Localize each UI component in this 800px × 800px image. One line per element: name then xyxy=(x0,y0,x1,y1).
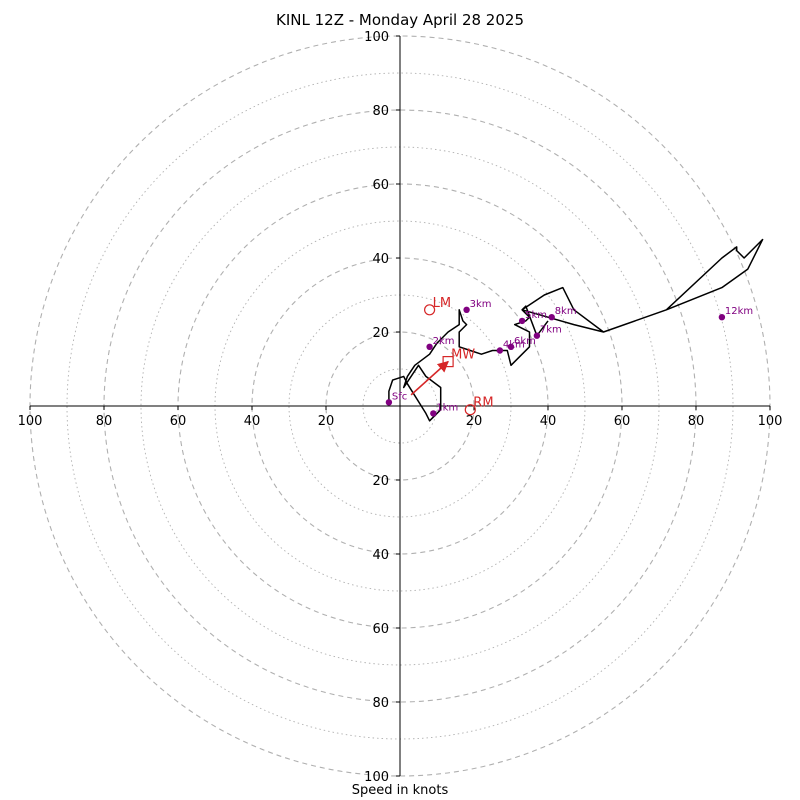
x-axis-label: Speed in knots xyxy=(351,783,449,798)
y-tick-label: 40 xyxy=(372,548,389,563)
height-marker-5km xyxy=(518,317,526,325)
height-label-7km: 7km xyxy=(540,325,562,336)
x-tick-label: 20 xyxy=(318,414,335,429)
height-marker-12km xyxy=(718,314,726,321)
storm-motion-markers: LM MW RM xyxy=(424,296,494,416)
storm-marker-rm xyxy=(464,404,476,416)
hodograph-line xyxy=(388,238,764,422)
shear-vector xyxy=(410,360,449,396)
tick-labels: 20 20 20 20 40 40 40 40 60 60 60 60 80 80 80 80 100 100 10… xyxy=(18,30,783,785)
axes xyxy=(30,36,770,776)
x-tick-label: 20 xyxy=(466,414,483,429)
y-tick-label: 40 xyxy=(372,252,389,267)
y-tick-label: 80 xyxy=(372,696,389,711)
chart-title: KINL 12Z - Monday April 28 2025 xyxy=(276,11,524,29)
height-marker-4km xyxy=(496,347,504,354)
height-marker-sfc xyxy=(385,399,393,406)
height-label-2km: 2km xyxy=(433,336,455,347)
height-marker-1km xyxy=(430,410,437,417)
height-marker-7km xyxy=(533,332,541,339)
height-label-6km: 6km xyxy=(514,336,536,347)
storm-label-mw: MW xyxy=(451,348,475,363)
height-marker-2km xyxy=(426,343,433,350)
storm-marker-lm xyxy=(424,304,436,316)
height-label-8km: 8km xyxy=(555,306,577,317)
height-label-3km: 3km xyxy=(470,299,492,310)
height-label-sfc: Sfc xyxy=(392,391,407,402)
y-tick-label: 100 xyxy=(364,30,389,45)
y-tick-label: 80 xyxy=(372,104,389,119)
y-tick-label: 100 xyxy=(364,770,389,785)
x-tick-label: 100 xyxy=(18,414,43,429)
height-marker-3km xyxy=(463,306,470,313)
y-tick-label: 60 xyxy=(372,178,389,193)
height-label-12km: 12km xyxy=(725,306,753,317)
height-marker-8km xyxy=(548,314,555,321)
x-tick-label: 60 xyxy=(614,414,631,429)
x-tick-label: 40 xyxy=(244,414,261,429)
height-label-1km: 1km xyxy=(436,402,458,413)
y-tick-label: 20 xyxy=(372,326,389,341)
y-tick-label: 20 xyxy=(372,474,389,489)
height-label-4km: 4km xyxy=(503,340,525,351)
x-tick-label: 60 xyxy=(170,414,187,429)
storm-label-rm: RM xyxy=(473,396,493,411)
x-tick-label: 80 xyxy=(96,414,113,429)
x-tick-label: 80 xyxy=(688,414,705,429)
hodograph-trace xyxy=(388,238,764,422)
shear-arrow xyxy=(410,360,449,396)
storm-marker-mw xyxy=(442,356,454,368)
height-label-5km: 5km xyxy=(525,310,547,321)
y-tick-label: 60 xyxy=(372,622,389,637)
height-marker-6km xyxy=(507,343,515,350)
x-tick-label: 40 xyxy=(540,414,557,429)
x-tick-label: 100 xyxy=(758,414,783,429)
storm-label-lm: LM xyxy=(433,296,451,311)
